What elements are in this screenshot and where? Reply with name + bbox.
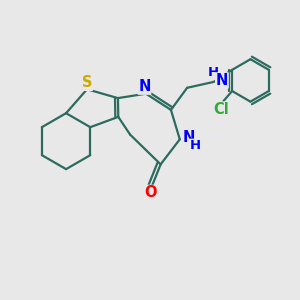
Text: H: H (208, 66, 219, 79)
Text: N: N (216, 73, 228, 88)
Text: N: N (138, 79, 151, 94)
Text: H: H (190, 139, 201, 152)
Text: O: O (144, 185, 157, 200)
Text: S: S (82, 75, 92, 90)
Text: N: N (182, 130, 195, 146)
Text: Cl: Cl (213, 102, 229, 117)
